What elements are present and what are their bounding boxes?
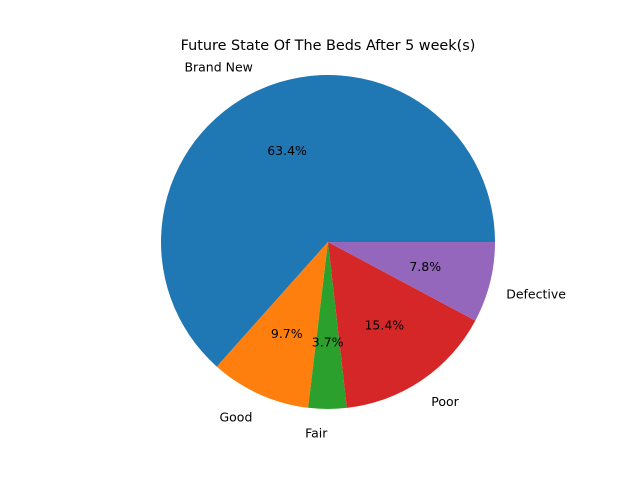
pct-label-poor: 15.4% (364, 317, 404, 332)
pct-label-fair: 3.7% (312, 335, 344, 350)
pct-label-defective: 7.8% (409, 259, 441, 274)
chart-title: Future State Of The Beds After 5 week(s) (181, 38, 476, 54)
pct-label-brand-new: 63.4% (267, 143, 307, 158)
pie-labels: Brand New 63.4% Good 9.7% Fair 3.7% Poor 15.4% D… (184, 59, 566, 440)
slice-label-good: Good (219, 409, 252, 424)
pie-slice-fair (308, 242, 347, 409)
pct-label-good: 9.7% (271, 326, 303, 341)
slice-label-defective: Defective (506, 287, 566, 302)
pie-slices (161, 74, 496, 409)
slice-label-brand-new: Brand New (184, 59, 252, 74)
pie-slice-poor (328, 242, 476, 408)
pie-slice-brand-new (161, 74, 496, 367)
slice-label-fair: Fair (305, 426, 328, 441)
slice-label-poor: Poor (431, 394, 459, 409)
pie-slice-defective (328, 242, 495, 321)
pie-slice-good (216, 242, 328, 408)
